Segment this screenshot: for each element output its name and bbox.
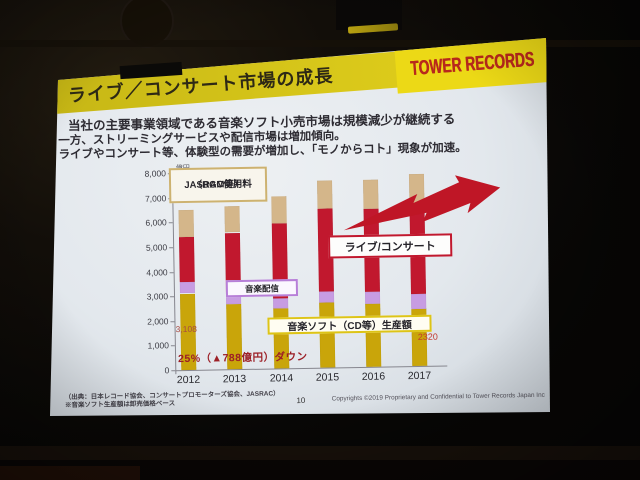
bar-segment-2012 bbox=[178, 209, 194, 238]
y-tick-label: 7,000 bbox=[144, 192, 167, 204]
foreground-dark-area bbox=[0, 460, 640, 480]
y-tick-label: 2,000 bbox=[147, 316, 169, 327]
y-tick-label: 3,000 bbox=[146, 291, 169, 302]
value-label-2017: 2320 bbox=[417, 331, 438, 342]
y-tick-mark bbox=[169, 271, 174, 273]
value-label-2012: 3,108 bbox=[175, 323, 197, 335]
presentation-slide: ライブ／コンサート市場の成長 TOWER RECORDS 当社の主要事業領域であ… bbox=[50, 38, 550, 416]
bar-segment-2015 bbox=[318, 291, 334, 303]
bar-segment-2015 bbox=[316, 180, 333, 209]
x-tick-label-2014: 2014 bbox=[269, 372, 294, 385]
y-tick-mark bbox=[170, 296, 175, 298]
y-tick-mark bbox=[170, 320, 175, 323]
y-tick-mark bbox=[171, 370, 176, 372]
y-tick-label: 4,000 bbox=[146, 266, 168, 278]
x-tick-label-2015: 2015 bbox=[315, 371, 340, 384]
bar-segment-2014 bbox=[270, 196, 287, 223]
bar-segment-2017 bbox=[410, 293, 426, 309]
y-tick-label: 6,000 bbox=[145, 217, 167, 228]
legend-jasrac-box: JASRAC使用料 （BGM等） bbox=[168, 166, 268, 204]
bar-segment-2012 bbox=[178, 236, 195, 283]
y-tick-mark bbox=[170, 345, 175, 347]
legend-cd-box: 音楽ソフト（CD等）生産額 bbox=[267, 314, 432, 335]
y-tick-label: 8,000 bbox=[144, 168, 166, 179]
foreground-reflection bbox=[0, 466, 140, 480]
bar-segment-2014 bbox=[272, 298, 288, 309]
y-tick-label: 0 bbox=[164, 365, 170, 376]
growth-arrow-icon bbox=[343, 175, 501, 231]
screen-frame-edge bbox=[0, 40, 640, 47]
legend-live-box: ライブ/コンサート bbox=[327, 233, 453, 259]
x-tick-label-2012: 2012 bbox=[176, 373, 201, 387]
legend-jasrac-line2: （BGM等） bbox=[192, 178, 244, 191]
bar-segment-2012 bbox=[179, 281, 195, 294]
bar-segment-2015 bbox=[318, 302, 335, 368]
page-number: 10 bbox=[296, 395, 306, 406]
bar-segment-2016 bbox=[364, 303, 381, 367]
stacked-bar-chart: 億円 JASRAC使用料 （BGM等） ライブ/コンサート 音楽配信 音楽ソフト… bbox=[50, 38, 550, 416]
bar-segment-2013 bbox=[223, 205, 240, 233]
x-tick-label-2016: 2016 bbox=[361, 370, 386, 383]
y-tick-mark bbox=[169, 247, 174, 249]
slide-content: 当社の主要事業領域である音楽ソフト小売市場は規模減少が継続する 一方、ストリーミ… bbox=[50, 38, 550, 416]
bar-segment-2016 bbox=[364, 291, 380, 304]
y-tick-mark bbox=[168, 222, 173, 224]
down-annotation: 25%（▲788億円）ダウン bbox=[178, 350, 308, 366]
x-tick-label-2013: 2013 bbox=[222, 372, 247, 386]
x-tick-label-2017: 2017 bbox=[407, 369, 432, 383]
y-tick-label: 1,000 bbox=[147, 340, 169, 352]
legend-digital-box: 音楽配信 bbox=[225, 279, 299, 298]
table-edge-shape bbox=[0, 446, 640, 462]
y-tick-label: 5,000 bbox=[145, 242, 168, 253]
